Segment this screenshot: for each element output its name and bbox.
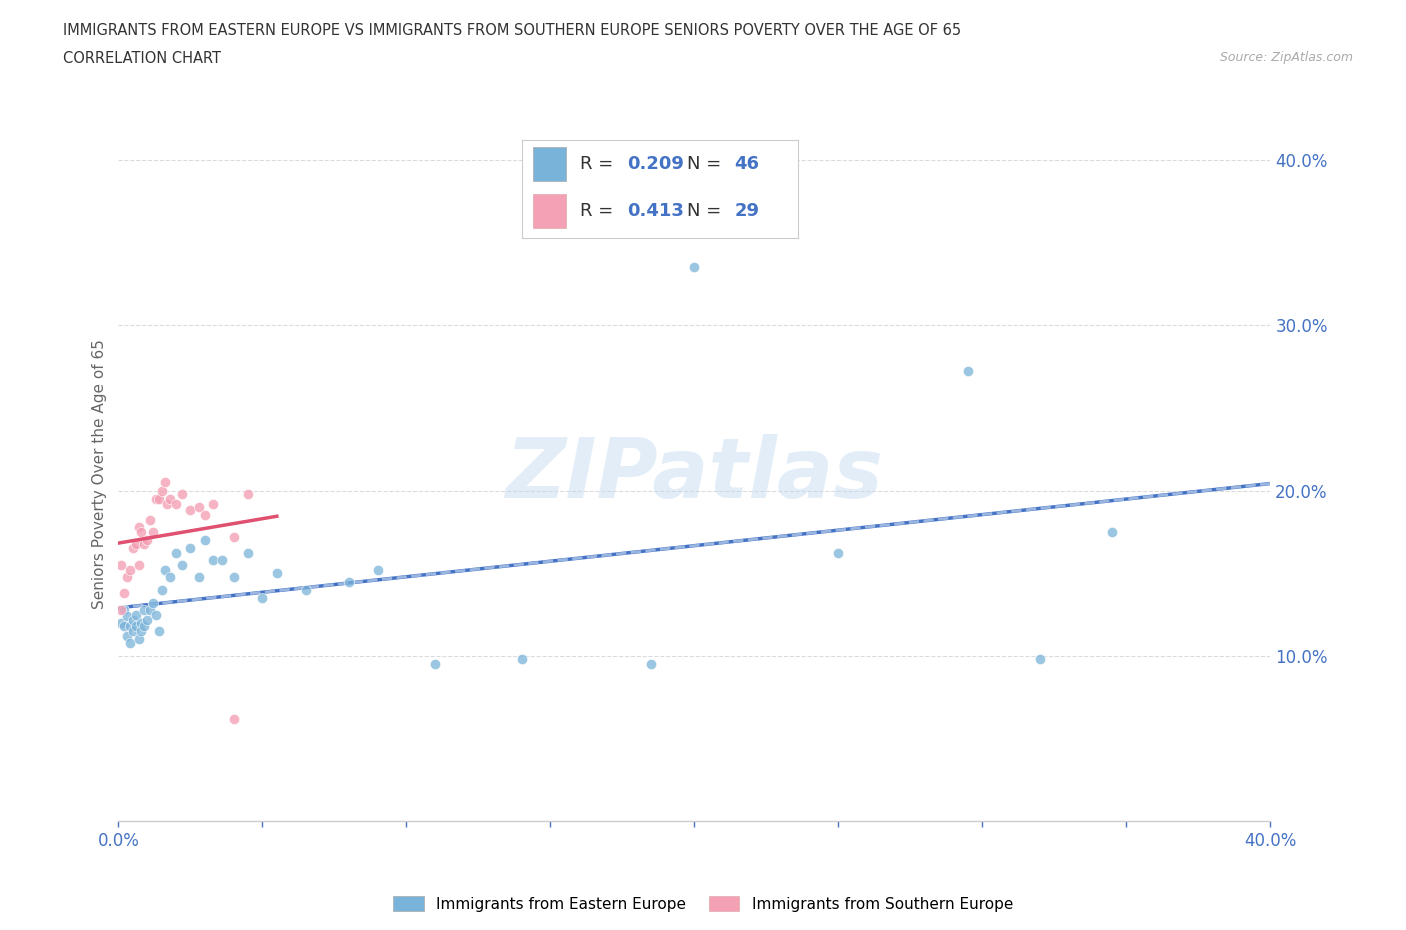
- Point: [165, 497, 187, 512]
- Point: [266, 565, 288, 580]
- Point: [112, 586, 135, 601]
- Point: [131, 616, 153, 631]
- Point: [337, 574, 360, 589]
- Point: [194, 533, 217, 548]
- Point: [125, 618, 148, 633]
- Point: [128, 632, 150, 647]
- Point: [142, 595, 165, 610]
- Point: [131, 525, 153, 539]
- Text: CORRELATION CHART: CORRELATION CHART: [63, 51, 221, 66]
- Point: [194, 508, 217, 523]
- Point: [294, 582, 316, 597]
- Point: [188, 499, 211, 514]
- Point: [134, 603, 156, 618]
- Point: [956, 364, 979, 379]
- Text: IMMIGRANTS FROM EASTERN EUROPE VS IMMIGRANTS FROM SOUTHERN EUROPE SENIORS POVERT: IMMIGRANTS FROM EASTERN EUROPE VS IMMIGR…: [63, 23, 962, 38]
- Point: [211, 552, 233, 567]
- Point: [121, 624, 143, 639]
- Point: [159, 491, 181, 506]
- Point: [118, 563, 141, 578]
- Point: [159, 569, 181, 584]
- Point: [222, 711, 245, 726]
- Point: [252, 591, 274, 605]
- Text: Source: ZipAtlas.com: Source: ZipAtlas.com: [1219, 51, 1353, 64]
- Point: [156, 497, 179, 512]
- Point: [179, 503, 201, 518]
- Point: [1029, 652, 1052, 667]
- Point: [202, 552, 225, 567]
- Point: [125, 607, 148, 622]
- Point: [148, 624, 170, 639]
- Point: [134, 536, 156, 551]
- Point: [153, 475, 176, 490]
- Point: [125, 536, 148, 551]
- Point: [145, 607, 167, 622]
- Point: [367, 563, 389, 578]
- Point: [170, 486, 193, 501]
- Point: [115, 569, 138, 584]
- Point: [145, 491, 167, 506]
- Point: [139, 603, 162, 618]
- Point: [165, 546, 187, 561]
- Point: [118, 618, 141, 633]
- Legend: Immigrants from Eastern Europe, Immigrants from Southern Europe: Immigrants from Eastern Europe, Immigran…: [387, 889, 1019, 918]
- Point: [115, 609, 138, 624]
- Point: [150, 582, 173, 597]
- Point: [118, 635, 141, 650]
- Point: [128, 558, 150, 573]
- Point: [202, 497, 225, 512]
- Point: [425, 657, 447, 671]
- Point: [110, 616, 132, 631]
- Point: [640, 657, 662, 671]
- Point: [115, 629, 138, 644]
- Point: [121, 612, 143, 627]
- Point: [112, 618, 135, 633]
- Point: [110, 558, 132, 573]
- Point: [150, 484, 173, 498]
- Point: [222, 569, 245, 584]
- Text: ZIPatlas: ZIPatlas: [506, 433, 883, 514]
- Point: [121, 541, 143, 556]
- Point: [222, 529, 245, 544]
- Point: [142, 525, 165, 539]
- Point: [136, 612, 159, 627]
- Point: [153, 563, 176, 578]
- Point: [170, 558, 193, 573]
- Y-axis label: Seniors Poverty Over the Age of 65: Seniors Poverty Over the Age of 65: [93, 339, 107, 609]
- Point: [148, 491, 170, 506]
- Point: [179, 541, 201, 556]
- Point: [1101, 525, 1123, 539]
- Point: [188, 569, 211, 584]
- Point: [112, 603, 135, 618]
- Point: [236, 546, 259, 561]
- Point: [236, 486, 259, 501]
- Point: [139, 513, 162, 528]
- Point: [683, 259, 706, 274]
- Point: [510, 652, 533, 667]
- Point: [110, 603, 132, 618]
- Point: [131, 624, 153, 639]
- Point: [136, 533, 159, 548]
- Point: [128, 520, 150, 535]
- Point: [134, 618, 156, 633]
- Point: [827, 546, 849, 561]
